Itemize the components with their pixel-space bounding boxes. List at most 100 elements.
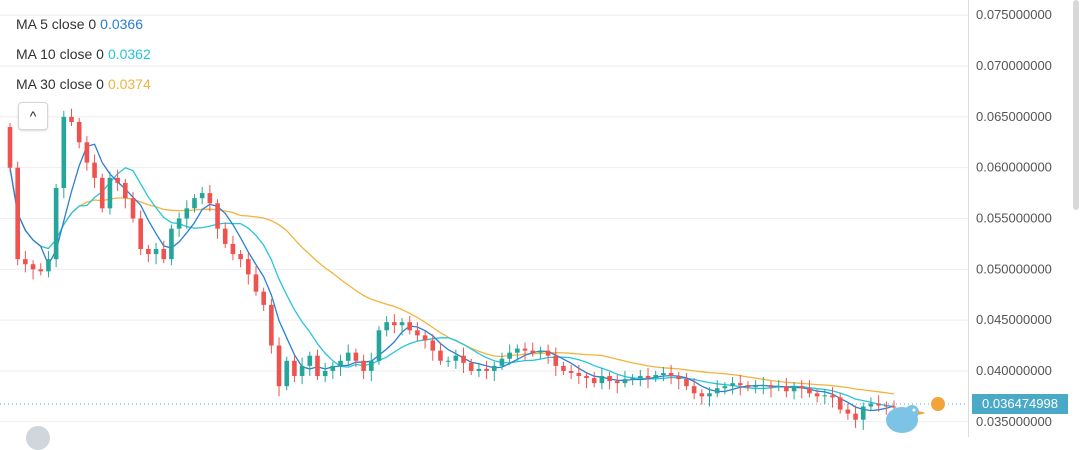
legend-ma10[interactable]: MA 10 close 0 0.0362 <box>16 46 151 62</box>
legend-ma5[interactable]: MA 5 close 0 0.0366 <box>16 16 143 32</box>
candle <box>584 376 589 379</box>
candle <box>753 386 758 388</box>
candle <box>837 397 843 410</box>
y-tick-label: 0.045000000 <box>976 312 1052 327</box>
candle <box>484 368 489 371</box>
candle <box>307 355 313 366</box>
legend-ma10-value: 0.0362 <box>107 46 151 62</box>
candle <box>253 274 259 292</box>
candle <box>299 365 305 377</box>
candle <box>776 386 782 388</box>
candle <box>169 228 174 260</box>
candle <box>368 360 374 371</box>
legend-ma10-label: MA 10 close 0 <box>16 46 104 62</box>
candle <box>192 198 197 209</box>
candle <box>468 362 474 371</box>
ma10-layer <box>9 166 895 408</box>
price-chart[interactable]: 0.075000000 0.070000000 0.065000000 0.06000… <box>0 0 1080 437</box>
scrollbar-thumb[interactable] <box>1073 0 1079 210</box>
candle <box>207 193 213 204</box>
candle <box>822 395 828 397</box>
candle <box>46 259 51 272</box>
y-tick-label: 0.050000000 <box>976 261 1052 276</box>
candle <box>438 350 443 361</box>
candle <box>691 386 697 394</box>
candle <box>269 304 274 346</box>
candle <box>315 355 320 377</box>
candle <box>638 376 643 379</box>
candle <box>714 388 720 394</box>
candle <box>653 375 659 379</box>
candle <box>107 177 113 209</box>
y-tick-label: 0.070000000 <box>976 58 1052 73</box>
candle <box>238 254 243 260</box>
candle <box>138 218 143 249</box>
legend-ma30-value: 0.0374 <box>107 76 151 92</box>
candle <box>422 335 428 341</box>
candle <box>530 350 536 353</box>
price-axis: 0.075000000 0.070000000 0.065000000 0.06000… <box>0 0 1052 437</box>
candle <box>814 393 820 397</box>
candle <box>130 198 136 219</box>
candle <box>15 167 20 260</box>
candle <box>430 340 436 351</box>
candle <box>553 355 559 366</box>
candle <box>799 386 805 389</box>
candle <box>784 386 789 392</box>
candle <box>884 405 889 407</box>
candle <box>84 142 90 163</box>
candle <box>507 352 512 359</box>
candle <box>491 365 497 371</box>
candle <box>645 376 651 379</box>
candle <box>630 378 635 380</box>
candle <box>69 116 74 122</box>
candle <box>876 403 881 406</box>
candle <box>661 372 666 376</box>
y-tick-label: 0.075000000 <box>976 7 1052 22</box>
candle <box>384 322 389 331</box>
candle <box>737 383 743 386</box>
legend-collapse-button[interactable]: ^ <box>18 102 48 130</box>
ma30-line <box>9 167 895 395</box>
candle <box>361 360 366 371</box>
candle <box>122 182 128 199</box>
candle <box>591 378 597 384</box>
candle <box>684 379 689 387</box>
candle <box>99 177 105 209</box>
candle <box>345 352 351 361</box>
candle <box>399 322 405 326</box>
candle <box>515 348 520 353</box>
y-tick-label: 0.055000000 <box>976 211 1052 226</box>
candle <box>668 372 674 377</box>
candle <box>445 360 451 362</box>
candle <box>199 193 205 199</box>
candle <box>7 127 13 168</box>
chevron-up-icon: ^ <box>29 108 37 124</box>
candle <box>407 322 413 331</box>
candle <box>461 355 466 363</box>
candle <box>222 228 228 244</box>
candle <box>745 385 751 388</box>
legend-ma30-label: MA 30 close 0 <box>16 76 104 92</box>
candle <box>176 218 182 229</box>
candle <box>276 345 282 387</box>
candle <box>245 259 251 275</box>
menu-circle-icon[interactable] <box>26 426 50 450</box>
candle <box>761 385 766 387</box>
candle <box>23 259 28 265</box>
candle <box>292 360 297 377</box>
candle <box>599 376 605 384</box>
grid-layer <box>0 14 968 423</box>
y-tick-label: 0.040000000 <box>976 363 1052 378</box>
bird-logo-icon <box>886 397 945 433</box>
candle <box>161 248 167 260</box>
candle <box>868 403 874 407</box>
candle <box>545 350 551 356</box>
legend-ma30[interactable]: MA 30 close 0 0.0374 <box>16 76 151 92</box>
candle <box>453 355 459 361</box>
candle <box>330 365 336 371</box>
candle <box>353 352 359 361</box>
candle <box>92 162 97 178</box>
candle <box>538 350 543 353</box>
candle <box>576 372 582 377</box>
